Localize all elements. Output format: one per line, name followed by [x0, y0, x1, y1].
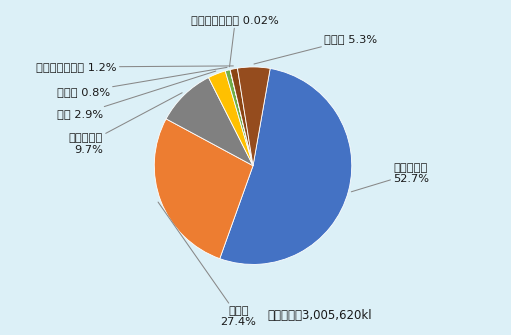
- Text: 総導入量：3,005,620kl: 総導入量：3,005,620kl: [268, 309, 373, 322]
- Wedge shape: [238, 67, 270, 166]
- Wedge shape: [220, 68, 352, 264]
- Text: 太陽光
27.4%: 太陽光 27.4%: [158, 202, 256, 328]
- Wedge shape: [225, 70, 253, 166]
- Wedge shape: [166, 77, 253, 166]
- Wedge shape: [230, 68, 253, 166]
- Text: 地熱バイナリー 0.02%: 地熱バイナリー 0.02%: [192, 15, 279, 67]
- Text: 地熱（従来型） 1.2%: 地熱（従来型） 1.2%: [36, 62, 234, 72]
- Wedge shape: [208, 71, 253, 166]
- Text: 大規模水力
52.7%: 大規模水力 52.7%: [352, 163, 429, 192]
- Text: 熱利用 5.3%: 熱利用 5.3%: [254, 34, 377, 64]
- Wedge shape: [230, 70, 253, 166]
- Text: バイオマス
9.7%: バイオマス 9.7%: [68, 93, 182, 155]
- Wedge shape: [154, 119, 253, 259]
- Text: 小水力 0.8%: 小水力 0.8%: [57, 67, 227, 96]
- Text: 風力 2.9%: 風力 2.9%: [57, 71, 216, 119]
